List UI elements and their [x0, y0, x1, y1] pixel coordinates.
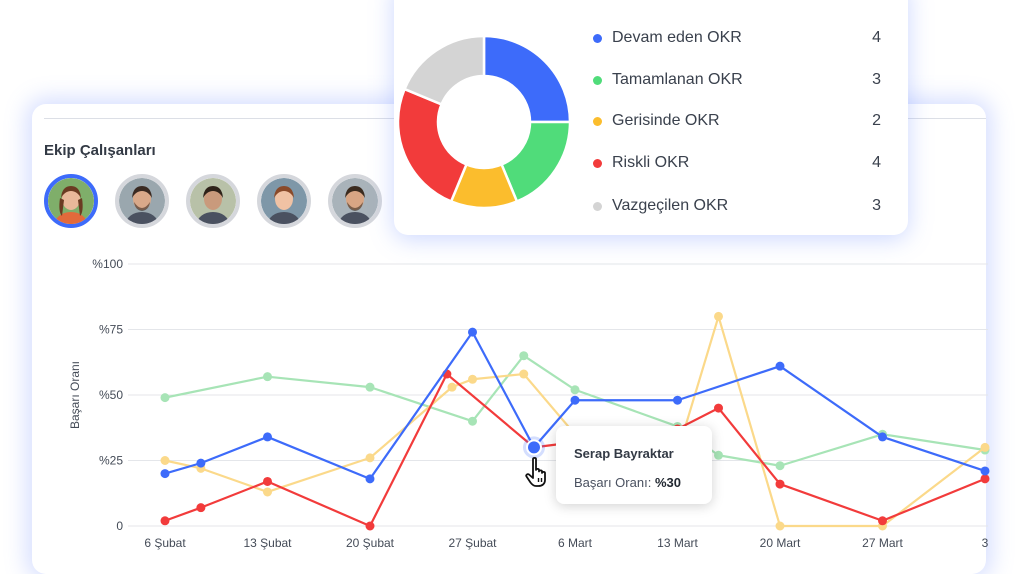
hand-pointer-icon: [525, 456, 546, 487]
x-tick-label: 27 Şubat: [448, 536, 497, 550]
y-tick-label: %25: [99, 454, 123, 468]
x-tick-label: 13 Şubat: [243, 536, 292, 550]
chart-tooltip: Serap Bayraktar Başarı Oranı: %30: [556, 426, 712, 504]
data-point[interactable]: [714, 403, 723, 413]
donut-slice[interactable]: [482, 34, 572, 124]
data-point[interactable]: [878, 516, 887, 526]
data-point[interactable]: [468, 327, 477, 337]
data-point[interactable]: [263, 372, 272, 382]
legend-count: 3: [872, 197, 881, 214]
y-tick-label: %100: [92, 257, 123, 271]
legend-color-dot: [593, 117, 602, 126]
data-point[interactable]: [263, 432, 272, 442]
data-point[interactable]: [980, 466, 990, 476]
x-tick-label: 3: [982, 536, 989, 550]
data-point[interactable]: [468, 416, 477, 426]
data-point[interactable]: [263, 487, 272, 497]
data-point[interactable]: [160, 516, 170, 526]
okr-legend-item[interactable]: Vazgeçilen OKR 3: [593, 196, 881, 218]
okr-legend-item[interactable]: Devam eden OKR 4: [593, 28, 881, 50]
legend-color-dot: [593, 34, 602, 43]
data-point[interactable]: [365, 521, 375, 531]
team-member-avatar[interactable]: [44, 174, 98, 228]
legend-count: 2: [872, 112, 881, 129]
data-point[interactable]: [673, 395, 682, 405]
data-point[interactable]: [775, 521, 785, 531]
data-point[interactable]: [196, 503, 206, 513]
data-point[interactable]: [980, 474, 990, 484]
team-member-avatar[interactable]: [328, 174, 382, 228]
data-point[interactable]: [447, 382, 457, 392]
data-point[interactable]: [519, 351, 529, 361]
okr-donut-chart: [396, 34, 572, 210]
x-tick-label: 20 Mart: [760, 536, 801, 550]
legend-label: Gerisinde OKR: [612, 112, 720, 129]
x-tick-label: 6 Şubat: [144, 536, 186, 550]
data-point[interactable]: [160, 469, 170, 479]
donut-slice[interactable]: [402, 34, 486, 107]
donut-slice[interactable]: [396, 87, 469, 204]
x-tick-label: 20 Şubat: [346, 536, 395, 550]
data-point[interactable]: [365, 474, 375, 484]
data-point[interactable]: [775, 361, 785, 371]
tooltip-metric: Başarı Oranı: %30: [574, 475, 681, 490]
tooltip-employee-name: Serap Bayraktar: [574, 446, 674, 461]
okr-legend-item[interactable]: Tamamlanan OKR 3: [593, 70, 881, 92]
y-tick-label: 0: [116, 519, 123, 533]
avatar-photo: [190, 178, 236, 224]
data-point[interactable]: [160, 456, 170, 465]
avatar-photo: [119, 178, 165, 224]
data-point[interactable]: [775, 461, 785, 471]
x-tick-label: 13 Mart: [657, 536, 698, 550]
okr-legend-item[interactable]: Gerisinde OKR 2: [593, 111, 881, 133]
data-point[interactable]: [714, 450, 723, 460]
data-point[interactable]: [519, 369, 529, 379]
tooltip-metric-value: %30: [654, 475, 681, 490]
data-point[interactable]: [570, 385, 580, 395]
legend-label: Tamamlanan OKR: [612, 71, 743, 88]
team-member-avatar[interactable]: [115, 174, 169, 228]
team-member-avatar[interactable]: [257, 174, 311, 228]
avatar-photo: [261, 178, 307, 224]
y-tick-label: %75: [99, 323, 123, 337]
okr-legend-item[interactable]: Riskli OKR 4: [593, 153, 881, 175]
highlighted-data-point[interactable]: [526, 439, 542, 456]
data-point[interactable]: [468, 374, 477, 384]
tooltip-metric-label: Başarı Oranı:: [574, 475, 652, 490]
legend-label: Vazgeçilen OKR: [612, 197, 729, 214]
legend-count: 4: [872, 29, 881, 46]
legend-label: Devam eden OKR: [612, 29, 742, 46]
x-tick-label: 27 Mart: [862, 536, 903, 550]
team-member-avatar[interactable]: [186, 174, 240, 228]
okr-summary-card: Devam eden OKR 4 Tamamlanan OKR 3 Gerisinde …: [394, 0, 908, 235]
data-point[interactable]: [196, 458, 206, 468]
legend-color-dot: [593, 159, 602, 168]
legend-color-dot: [593, 76, 602, 85]
data-point[interactable]: [980, 442, 990, 452]
avatar-photo: [332, 178, 378, 224]
avatar-photo: [48, 178, 94, 224]
legend-label: Riskli OKR: [612, 154, 690, 171]
data-point[interactable]: [775, 479, 785, 489]
data-point[interactable]: [365, 453, 375, 463]
data-point[interactable]: [570, 395, 580, 405]
data-point[interactable]: [714, 311, 723, 321]
y-axis-title: Başarı Oranı: [68, 361, 82, 429]
y-tick-label: %50: [99, 388, 123, 402]
legend-count: 4: [872, 154, 881, 171]
data-point[interactable]: [263, 476, 272, 486]
data-point[interactable]: [878, 432, 887, 442]
data-point[interactable]: [365, 382, 375, 392]
data-point[interactable]: [160, 393, 170, 403]
team-section-title: Ekip Çalışanları: [44, 142, 156, 159]
legend-color-dot: [593, 202, 602, 211]
x-tick-label: 6 Mart: [558, 536, 593, 550]
legend-count: 3: [872, 71, 881, 88]
